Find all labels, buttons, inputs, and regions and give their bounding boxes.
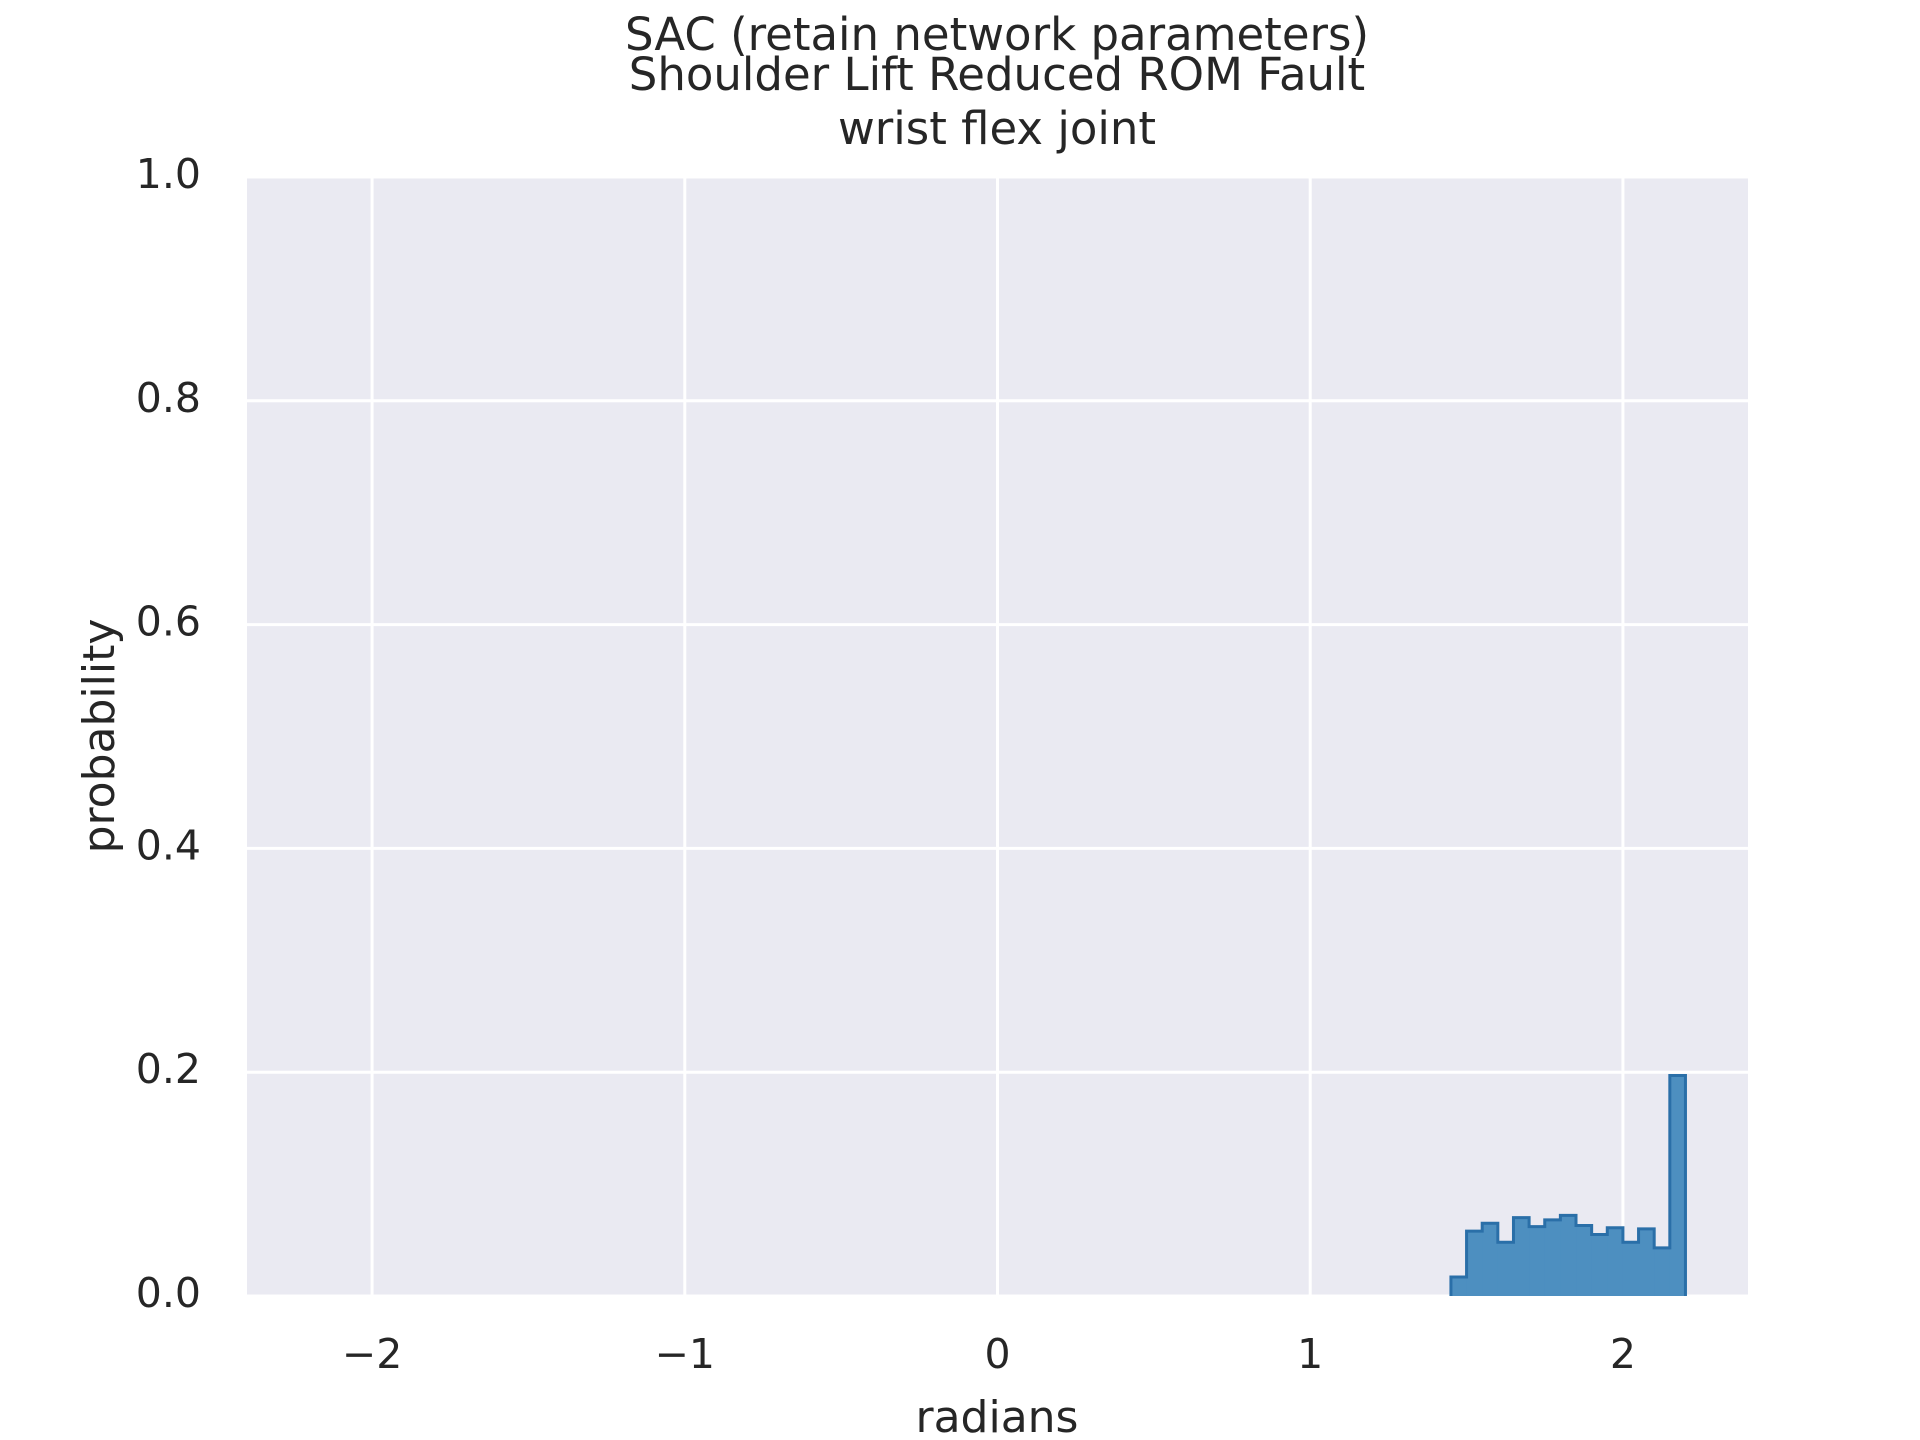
histogram-bar — [1544, 1219, 1561, 1296]
y-tick-label: 0.8 — [136, 374, 201, 422]
x-tick-label: −2 — [342, 1330, 402, 1378]
histogram-bar — [1513, 1217, 1530, 1296]
histogram-bars — [1450, 1075, 1687, 1296]
chart-title-line-2: Shoulder Lift Reduced ROM Fault — [629, 48, 1365, 101]
histogram-bar — [1450, 1276, 1468, 1296]
histogram-bar — [1482, 1223, 1499, 1296]
y-axis-label: probability — [74, 619, 125, 854]
y-tick-label: 0.0 — [136, 1269, 201, 1317]
x-axis-label: radians — [916, 1392, 1079, 1440]
y-tick-label: 0.6 — [136, 598, 201, 646]
histogram-bar — [1497, 1242, 1515, 1296]
x-tick-label: 2 — [1610, 1330, 1636, 1378]
histogram-bar — [1576, 1225, 1593, 1296]
y-tick-labels: 0.0 0.2 0.4 0.6 0.8 1.0 — [136, 150, 201, 1317]
grid-lines — [247, 175, 1748, 1298]
histogram-bar — [1622, 1242, 1640, 1296]
x-tick-labels: −2 −1 0 1 2 — [342, 1330, 1636, 1378]
histogram-bar — [1669, 1075, 1687, 1296]
histogram-bar — [1654, 1247, 1671, 1296]
y-tick-label: 0.2 — [136, 1045, 201, 1093]
histogram-bar — [1591, 1234, 1608, 1296]
y-tick-label: 0.4 — [136, 821, 201, 869]
histogram-outline — [1449, 1074, 1687, 1296]
histogram-bar — [1638, 1228, 1655, 1296]
x-tick-label: −1 — [655, 1330, 715, 1378]
chart-title-line-1: SAC (retain network parameters) — [625, 8, 1369, 61]
x-tick-label: 1 — [1297, 1330, 1323, 1378]
y-tick-label: 1.0 — [136, 150, 201, 198]
histogram-bar — [1607, 1227, 1624, 1296]
histogram-bar — [1560, 1215, 1577, 1296]
chart-title-line-3: wrist flex joint — [838, 102, 1156, 155]
histogram-bar — [1466, 1231, 1483, 1296]
histogram-bar — [1529, 1226, 1546, 1296]
x-tick-label: 0 — [984, 1330, 1010, 1378]
